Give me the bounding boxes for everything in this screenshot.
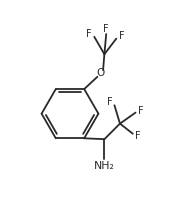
Text: F: F: [119, 31, 124, 41]
Text: F: F: [103, 24, 109, 34]
Text: F: F: [86, 29, 92, 39]
Text: F: F: [135, 130, 141, 141]
Text: O: O: [97, 68, 105, 79]
Text: F: F: [138, 106, 143, 116]
Text: F: F: [107, 97, 112, 107]
Text: NH₂: NH₂: [94, 161, 115, 171]
